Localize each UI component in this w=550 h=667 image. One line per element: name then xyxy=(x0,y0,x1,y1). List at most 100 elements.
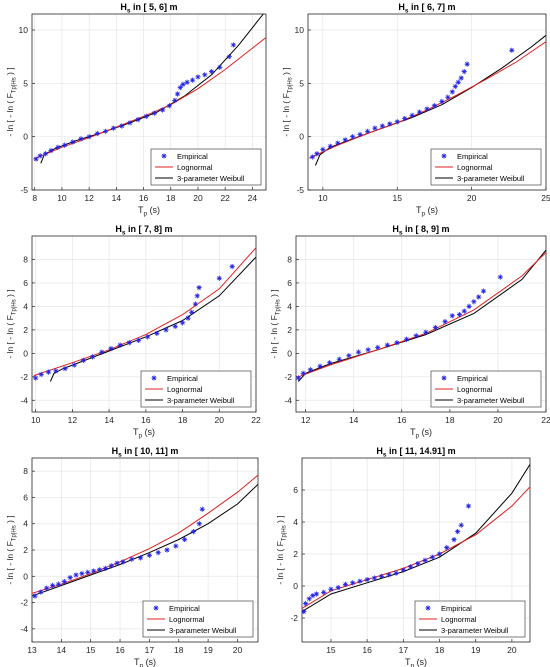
empirical-point xyxy=(364,128,371,134)
empirical-point xyxy=(327,143,333,149)
empirical-point xyxy=(143,113,149,119)
empirical-point xyxy=(335,140,341,146)
legend-label: Empirical xyxy=(167,374,198,383)
x-tick-label: 24 xyxy=(248,193,258,203)
empirical-point xyxy=(431,103,438,109)
chart-panel-2: 10 15 20 25 -5 0 5 10 Hs in [ 6, 7] m Tp (s) - ln … xyxy=(281,2,550,218)
legend-empirical-marker xyxy=(425,605,431,611)
y-tick-label: 2 xyxy=(23,545,28,555)
series-group xyxy=(302,464,530,615)
x-tick-label: 12 xyxy=(68,415,78,425)
legend: Empirical Lognormal 3-parameter Weibull xyxy=(414,600,526,638)
empirical-point xyxy=(416,109,423,115)
empirical-point xyxy=(33,156,39,162)
empirical-point xyxy=(422,557,428,563)
y-tick-label: 5 xyxy=(23,78,28,88)
empirical-point xyxy=(117,342,123,348)
chart-title: Hs in [ 7, 8] m xyxy=(115,224,172,237)
empirical-point xyxy=(379,123,385,129)
empirical-point xyxy=(48,147,54,154)
empirical-point xyxy=(94,130,100,137)
empirical-point xyxy=(164,547,170,553)
x-axis-label: Tp (s) xyxy=(133,427,155,440)
empirical-point xyxy=(455,529,461,535)
empirical-point xyxy=(444,545,450,551)
chart-title: Hs in [ 5, 6] m xyxy=(120,2,177,15)
x-tick-label: 18 xyxy=(178,415,188,425)
empirical-point xyxy=(129,556,135,562)
x-tick-label: 18 xyxy=(435,645,445,655)
empirical-point xyxy=(476,294,482,300)
y-tick-label: -2 xyxy=(284,372,292,382)
empirical-point xyxy=(461,308,467,314)
axes-box xyxy=(31,235,257,413)
empirical-point xyxy=(96,567,103,573)
y-axis-label: - ln [ - ln ( FTp|Hs ) ] xyxy=(269,289,282,358)
y-tick-label: 4 xyxy=(23,519,28,529)
empirical-point xyxy=(45,369,52,375)
empirical-point xyxy=(33,375,39,381)
legend-empirical-marker xyxy=(161,153,167,159)
x-tick-label: 25 xyxy=(541,193,550,203)
empirical-point xyxy=(172,97,178,103)
x-tick-label: 19 xyxy=(203,645,213,655)
legend-label: Lognormal xyxy=(167,385,203,394)
empirical-point xyxy=(439,98,445,105)
x-tick-label: 16 xyxy=(139,193,149,203)
empirical-point xyxy=(328,586,334,592)
x-tick-label: 13 xyxy=(27,645,37,655)
x-tick-label: 10 xyxy=(318,193,328,203)
empirical-point xyxy=(309,154,316,160)
y-tick-label: 5 xyxy=(299,78,304,88)
empirical-point xyxy=(145,334,151,340)
x-tick-label: 12 xyxy=(301,415,311,425)
empirical-point xyxy=(108,346,114,352)
y-tick-label: 6 xyxy=(293,485,298,495)
empirical-point xyxy=(465,503,472,509)
empirical-point xyxy=(407,564,414,570)
x-tick-label: 14 xyxy=(104,415,114,425)
y-tick-label: 8 xyxy=(287,254,292,264)
y-axis-label: - ln [ - ln ( FTp|Hs ) ] xyxy=(281,67,294,136)
axes-box xyxy=(307,13,547,191)
empirical-point xyxy=(49,582,56,589)
x-tick-label: 19 xyxy=(471,645,481,655)
empirical-point xyxy=(114,560,120,566)
y-tick-label: 0 xyxy=(23,571,28,581)
x-tick-label: 10 xyxy=(31,415,41,425)
legend-empirical-marker xyxy=(153,605,159,611)
empirical-point xyxy=(38,371,44,378)
empirical-point xyxy=(70,139,76,145)
empirical-point xyxy=(432,324,439,331)
empirical-point xyxy=(80,357,87,363)
series-group xyxy=(32,474,258,599)
legend-label: Empirical xyxy=(457,374,488,383)
x-tick-label: 16 xyxy=(362,645,372,655)
empirical-point xyxy=(464,61,470,67)
chart-panel-4: 12 14 16 18 20 22 -4 -2 0 2 4 6 8 Hs in [ 8, 9] m Tp (… xyxy=(269,224,550,440)
x-tick-label: 12 xyxy=(84,193,94,203)
y-tick-label: 6 xyxy=(23,492,28,502)
empirical-point xyxy=(208,69,215,75)
y-tick-label: -4 xyxy=(20,395,28,405)
empirical-point xyxy=(350,580,356,586)
legend-label: 3-parameter Weibull xyxy=(457,174,525,183)
empirical-point xyxy=(78,136,84,142)
x-tick-label: 22 xyxy=(541,415,550,425)
empirical-point xyxy=(480,288,487,294)
legend-label: 3-parameter Weibull xyxy=(457,396,525,405)
empirical-point xyxy=(102,128,109,134)
legend-empirical-marker xyxy=(151,375,157,381)
x-tick-label: 8 xyxy=(32,193,37,203)
empirical-point xyxy=(458,75,464,81)
empirical-point xyxy=(184,79,190,85)
empirical-point xyxy=(89,354,96,360)
empirical-point xyxy=(317,363,323,369)
y-tick-label: 10 xyxy=(295,25,305,35)
legend-label: 3-parameter Weibull xyxy=(169,626,237,635)
weibull-line xyxy=(298,249,546,382)
legend-empirical-marker xyxy=(441,375,447,381)
empirical-point xyxy=(449,89,455,95)
empirical-point xyxy=(73,572,79,578)
legend-label: Empirical xyxy=(441,604,472,613)
